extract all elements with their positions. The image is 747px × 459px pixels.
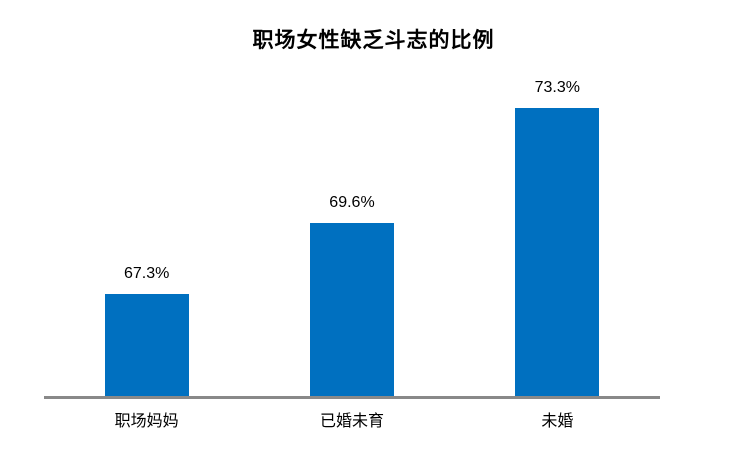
- bar-value-label: 69.6%: [329, 194, 375, 211]
- bar-value-label: 67.3%: [123, 265, 170, 282]
- bar-column: 73.3%: [455, 24, 660, 397]
- bars-container: 67.3% 69.6% 73.3%: [44, 24, 660, 397]
- bar: [309, 223, 394, 397]
- x-axis-line: [44, 396, 660, 399]
- bar: [515, 108, 600, 397]
- bar-column: 69.6%: [249, 24, 454, 397]
- bar: [104, 294, 189, 397]
- category-label: 职场妈妈: [114, 413, 179, 430]
- plot-area: 67.3% 69.6% 73.3%: [44, 24, 660, 399]
- category-label: 未婚: [541, 413, 574, 430]
- chart-title: 职场女性缺乏斗志的比例: [252, 29, 495, 52]
- bar-column: 67.3%: [44, 24, 249, 397]
- bar-value-label: 73.3%: [534, 79, 580, 96]
- category-label: 已婚未育: [319, 413, 384, 430]
- category-axis-labels: 职场妈妈 已婚未育 未婚: [44, 411, 660, 433]
